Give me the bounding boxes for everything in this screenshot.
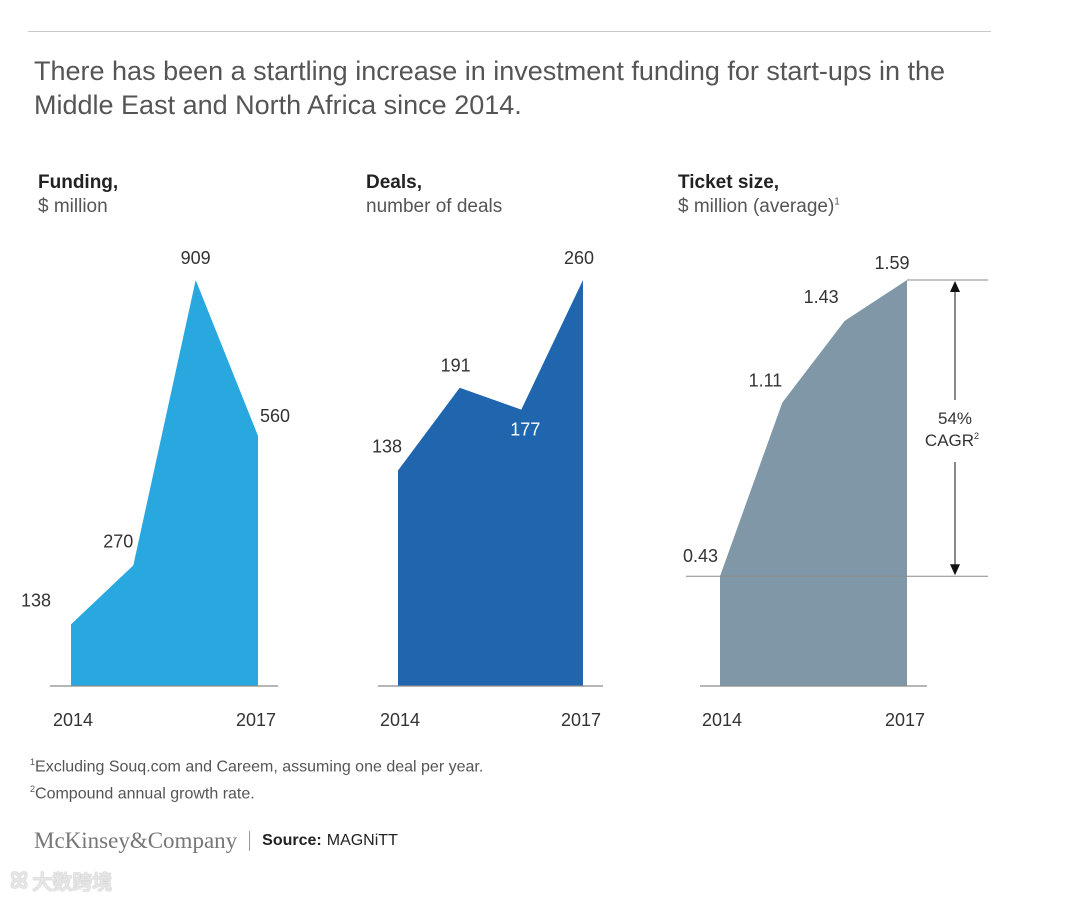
ticket-area — [720, 280, 907, 686]
headline: There has been a startling increase in i… — [34, 56, 945, 120]
deals-label-2015: 191 — [441, 356, 471, 376]
deals-title: Deals, — [366, 172, 422, 193]
funding-label-2016: 909 — [181, 248, 211, 268]
cagr-superscript: 2 — [974, 431, 979, 441]
funding-xtick-first: 2014 — [53, 710, 93, 730]
source-label: Source: — [262, 832, 322, 849]
ticket-xtick-first: 2014 — [702, 710, 742, 730]
deals-panel-title: Deals, number of deals — [366, 171, 502, 219]
ticket-panel-title: Ticket size, $ million (average)1 — [678, 171, 840, 219]
funding-label-2015: 270 — [103, 531, 133, 551]
watermark-text: 大数跨境 — [32, 872, 113, 894]
mckinsey-logo: McKinsey&Company — [34, 828, 238, 853]
cagr-label: CAGR2 — [925, 431, 979, 450]
deals-label-2016: 177 — [510, 420, 540, 440]
brand-row: McKinsey&Company Source: MAGNiTT — [34, 826, 398, 856]
footnote-2: 2Compound annual growth rate. — [30, 784, 255, 803]
ticket-label-2015: 1.11 — [749, 371, 783, 391]
top-divider — [28, 31, 991, 32]
funding-xtick-last: 2017 — [236, 710, 276, 730]
deals-area — [398, 280, 583, 686]
cagr-arrowhead-up — [950, 281, 960, 292]
deals-subtitle: number of deals — [366, 196, 503, 217]
source-value: MAGNiTT — [326, 832, 398, 849]
footnotes: 1Excluding Souq.com and Careem, assuming… — [30, 751, 483, 806]
charts-canvas: 138 270 909 560 2014 2017 138 191 177 260 2014 2017… — [21, 248, 988, 730]
ticket-subtitle: $ million (average)1 — [678, 196, 840, 217]
brand-divider — [249, 831, 251, 851]
footnote-1: 1Excluding Souq.com and Careem, assuming… — [30, 757, 484, 776]
ticket-xtick-last: 2017 — [885, 710, 925, 730]
ticket-label-2017: 1.59 — [874, 253, 909, 273]
funding-panel-title: Funding, $ million — [38, 171, 118, 219]
funding-area — [71, 280, 258, 686]
ticket-label-2016: 1.43 — [804, 287, 839, 307]
ticket-label-2014: 0.43 — [683, 546, 718, 566]
watermark-icon: ꕤ — [10, 867, 29, 893]
deals-label-2017: 260 — [564, 248, 594, 268]
deals-xtick-first: 2014 — [380, 710, 420, 730]
funding-label-2014: 138 — [21, 590, 51, 610]
watermark: ꕤ 大数跨境 — [10, 866, 112, 895]
cagr-arrowhead-down — [950, 564, 960, 576]
funding-subtitle: $ million — [38, 196, 108, 217]
ticket-title: Ticket size, — [678, 172, 780, 193]
cagr-value: 54% — [938, 409, 972, 428]
funding-label-2017: 560 — [260, 406, 290, 426]
deals-xtick-last: 2017 — [561, 710, 601, 730]
funding-title: Funding, — [38, 172, 119, 193]
deals-label-2014: 138 — [372, 437, 402, 457]
